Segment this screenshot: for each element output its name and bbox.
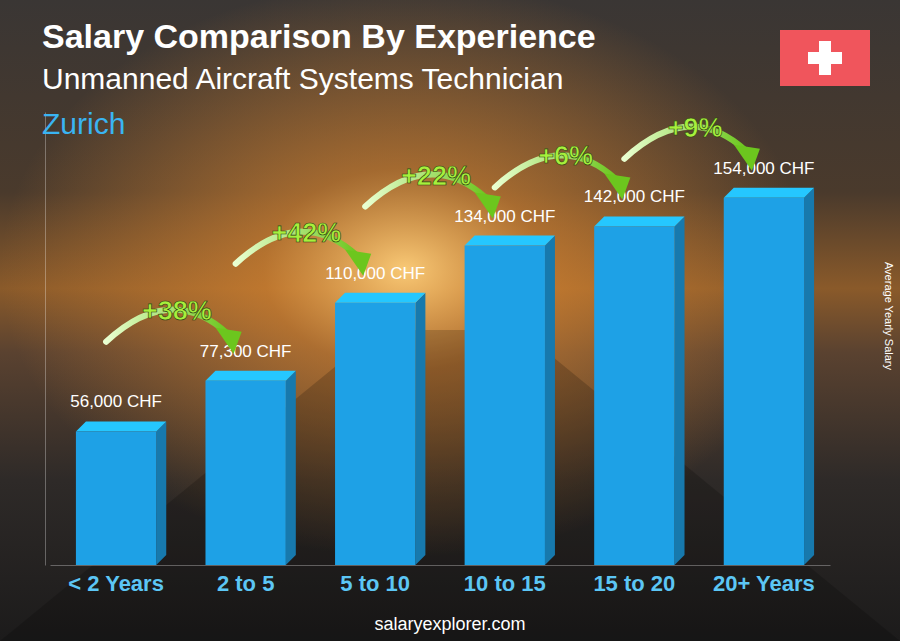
flag-field <box>780 30 870 86</box>
arrow-head <box>734 145 760 171</box>
x-tick-label: 20+ Years <box>713 571 815 596</box>
bar <box>205 381 285 565</box>
x-tick: 5 to 10 <box>340 565 410 596</box>
bar-group <box>335 293 425 565</box>
bar-group <box>594 216 684 565</box>
x-tick: 15 to 20 <box>593 565 675 596</box>
bar-side <box>545 236 555 565</box>
bar <box>594 226 674 565</box>
x-axis-line <box>51 565 831 566</box>
y-axis <box>45 113 46 566</box>
data-label: 154,000 CHF <box>713 159 814 178</box>
subtitle: Unmanned Aircraft Systems Technician <box>42 62 563 95</box>
x-tick: 10 to 15 <box>464 565 546 596</box>
flag <box>780 30 870 86</box>
arrow-head <box>475 193 501 219</box>
x-tick-label: 2 to 5 <box>217 571 274 596</box>
x-tick: 20+ Years <box>713 565 815 596</box>
bar-top <box>594 216 684 226</box>
data-label: 110,000 CHF <box>325 264 425 283</box>
x-tick-label: 5 to 10 <box>340 571 410 596</box>
data-label: 56,000 CHF <box>70 392 162 411</box>
background-glow <box>0 0 900 641</box>
bar <box>724 198 804 565</box>
x-tick-label: 10 to 15 <box>464 571 546 596</box>
bar-side <box>804 188 814 565</box>
background <box>0 0 900 641</box>
bar-group <box>724 188 814 565</box>
percent-change: +6% <box>538 141 593 171</box>
data-label: 142,000 CHF <box>584 187 685 206</box>
x-tick-label: 15 to 20 <box>593 571 675 596</box>
percent-change: +42% <box>272 218 342 248</box>
bar-top <box>335 293 425 303</box>
x-tick: 2 to 5 <box>217 565 274 596</box>
chart: < 2 Years 2 to 5 5 to 10 10 to 15 15 to 20 20… <box>0 0 900 641</box>
source: salaryexplorer.com <box>374 614 525 634</box>
bar-top <box>205 371 295 381</box>
bar <box>76 431 156 565</box>
bar-side <box>286 371 296 565</box>
bar-top <box>465 236 555 246</box>
bar-group <box>205 371 295 565</box>
bar <box>335 303 415 565</box>
bar-side <box>156 421 166 565</box>
bar-group <box>76 421 166 565</box>
flag-cross <box>808 52 842 64</box>
percent-change: +22% <box>401 161 471 191</box>
bar <box>465 246 545 565</box>
plot-area <box>76 188 814 565</box>
arrow-head <box>604 173 630 199</box>
location: Zurich <box>42 107 125 140</box>
data-label: 134,000 CHF <box>454 207 555 226</box>
y-axis-line <box>45 113 46 566</box>
data-label: 77,300 CHF <box>200 342 292 361</box>
title: Salary Comparison By Experience <box>42 17 596 55</box>
bar-side <box>675 216 685 565</box>
bar-group <box>465 236 555 565</box>
x-axis: < 2 Years 2 to 5 5 to 10 10 to 15 15 to 20 20… <box>51 565 831 596</box>
percent-change: +38% <box>142 296 212 326</box>
y-axis-title: Average Yearly Salary <box>883 262 895 371</box>
bar-side <box>415 293 425 565</box>
percent-change: +9% <box>668 113 723 143</box>
bar-top <box>724 188 814 198</box>
x-tick-label: < 2 Years <box>68 571 164 596</box>
bar-top <box>76 421 166 431</box>
arrow-head <box>345 250 371 276</box>
x-tick: < 2 Years <box>68 565 164 596</box>
arrow-head <box>216 328 242 354</box>
